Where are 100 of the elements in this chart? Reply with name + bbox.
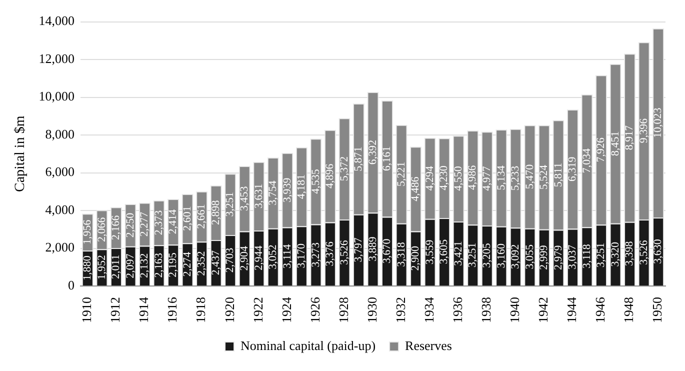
data-label: 9,396 — [638, 118, 650, 144]
data-label: 8,451 — [609, 131, 622, 156]
data-label: 2,163 — [152, 252, 165, 278]
x-tick-label: 1930 — [364, 297, 380, 323]
data-label: 3,037 — [566, 244, 579, 270]
y-tick-label: 0 — [68, 277, 75, 292]
data-label: 3,421 — [452, 241, 464, 266]
data-label: 4,486 — [410, 176, 422, 202]
data-label: 2,352 — [196, 251, 208, 276]
data-label: 6,319 — [566, 156, 579, 182]
data-label: 3,889 — [366, 236, 379, 262]
legend-label: Nominal capital (paid-up) — [240, 338, 376, 353]
data-label: 3,273 — [310, 242, 322, 268]
data-label: 3,630 — [652, 238, 664, 264]
x-tick-label: 1918 — [193, 297, 208, 323]
x-tick-label: 1938 — [478, 297, 494, 323]
data-label: 5,372 — [338, 156, 350, 182]
data-label: 1,880 — [82, 255, 94, 280]
data-label: 4,230 — [438, 165, 450, 190]
data-label: 5,811 — [552, 162, 564, 188]
legend-label: Reserves — [405, 338, 452, 353]
data-label: 3,939 — [281, 177, 294, 202]
data-label: 2,703 — [224, 247, 236, 273]
x-tick-label: 1926 — [307, 296, 322, 323]
data-label: 2,132 — [138, 253, 151, 278]
data-label: 4,986 — [466, 164, 479, 190]
data-label: 3,160 — [495, 243, 508, 268]
data-label: 3,754 — [267, 180, 280, 206]
data-label: 2,277 — [138, 211, 151, 237]
data-label: 3,605 — [438, 238, 450, 264]
data-label: 3,376 — [324, 241, 336, 266]
data-label: 5,233 — [510, 165, 522, 191]
data-label: 2,999 — [538, 244, 550, 270]
data-label: 2,898 — [210, 200, 222, 226]
x-tick-label: 1946 — [592, 296, 608, 323]
x-tick-label: 1950 — [650, 297, 665, 323]
data-label: 3,251 — [224, 192, 236, 217]
data-label: 6,392 — [366, 140, 379, 165]
data-label: 3,526 — [638, 240, 650, 265]
data-label: 4,181 — [296, 174, 308, 200]
data-label: 3,092 — [510, 244, 522, 269]
data-label: 3,320 — [609, 242, 622, 267]
data-label: 1,956 — [82, 219, 94, 244]
data-label: 2,373 — [152, 210, 165, 236]
y-tick-label: 4,000 — [45, 202, 75, 217]
data-label: 3,251 — [466, 242, 479, 268]
x-tick-label: 1942 — [536, 297, 551, 323]
data-label: 4,896 — [324, 163, 336, 188]
data-label: 3,453 — [238, 186, 250, 211]
y-tick-label: 14,000 — [38, 13, 75, 28]
x-tick-label: 1914 — [136, 296, 152, 323]
data-label: 2,274 — [181, 251, 194, 277]
data-label: 6,161 — [381, 146, 394, 171]
x-tick-label: 1932 — [392, 297, 408, 323]
data-label: 2,904 — [238, 245, 250, 271]
data-label: 3,631 — [252, 184, 265, 209]
data-label: 3,118 — [580, 244, 593, 268]
x-tick-label: 1910 — [79, 297, 94, 323]
data-label: 3,055 — [524, 244, 536, 270]
data-label: 2,066 — [96, 216, 108, 242]
data-label: 7,926 — [595, 136, 608, 162]
data-label: 4,977 — [481, 166, 494, 191]
data-label: 3,398 — [624, 240, 636, 266]
x-tick-label: 1940 — [507, 297, 522, 323]
data-label: 5,524 — [538, 164, 550, 190]
data-label: 5,470 — [524, 164, 536, 190]
x-tick-label: 1920 — [222, 297, 237, 323]
data-label: 2,166 — [110, 214, 122, 240]
data-label: 4,550 — [452, 166, 464, 191]
data-label: 3,526 — [338, 240, 350, 265]
y-tick-label: 2,000 — [45, 240, 75, 255]
x-tick-label: 1924 — [278, 296, 294, 323]
data-label: 5,221 — [395, 162, 408, 186]
data-label: 4,294 — [424, 165, 436, 191]
data-label: 3,170 — [296, 242, 308, 268]
data-label: 2,437 — [210, 250, 222, 276]
data-label: 8,917 — [624, 124, 636, 150]
data-label: 2,900 — [410, 246, 422, 271]
data-label: 2,601 — [181, 206, 194, 231]
data-label: 2,979 — [552, 244, 564, 270]
y-tick-label: 12,000 — [38, 50, 75, 66]
data-label: 3,205 — [481, 242, 494, 268]
x-tick-label: 1916 — [164, 296, 180, 323]
data-label: 3,670 — [381, 238, 394, 264]
y-tick-label: 10,000 — [38, 88, 75, 104]
y-tick-label: 8,000 — [45, 126, 75, 142]
data-label: 3,797 — [352, 237, 365, 262]
data-label: 2,097 — [124, 253, 136, 278]
x-tick-label: 1912 — [108, 297, 123, 323]
x-tick-label: 1948 — [621, 297, 636, 323]
x-tick-label: 1936 — [450, 296, 466, 323]
data-label: 5,134 — [495, 165, 508, 190]
data-label: 2,661 — [196, 204, 208, 229]
data-label: 3,052 — [267, 244, 280, 270]
x-tick-label: 1944 — [564, 296, 580, 323]
data-label: 1,952 — [96, 254, 108, 280]
data-label: 3,114 — [281, 244, 294, 269]
data-label: 2,414 — [167, 208, 180, 234]
x-tick-label: 1922 — [250, 297, 266, 323]
y-axis-title: Capital in $m — [13, 116, 28, 192]
